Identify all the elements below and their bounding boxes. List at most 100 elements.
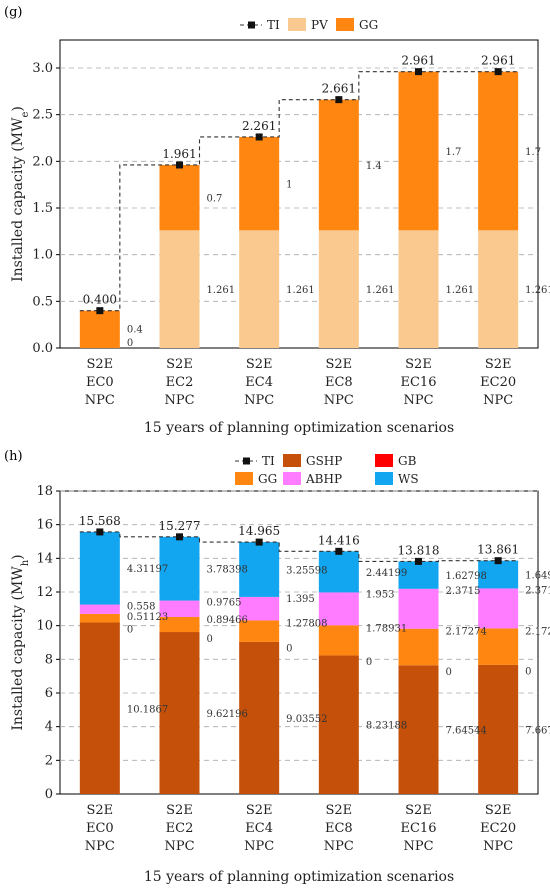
bar-gshp — [478, 664, 519, 794]
bar-value-label: 3.78398 — [207, 565, 248, 576]
y-tick-label: 2.5 — [32, 108, 53, 123]
legend-ti-marker — [248, 21, 255, 29]
x-tick-label: EC20 — [480, 375, 516, 390]
bar-value-label: 10.1867 — [127, 704, 168, 715]
legend-label: ABHP — [305, 472, 342, 486]
y-tick-label: 0.5 — [32, 294, 53, 309]
x-tick-label: NPC — [164, 393, 194, 408]
x-tick-label: NPC — [483, 839, 513, 854]
x-tick-label: EC16 — [401, 821, 437, 836]
x-tick-label: S2E — [405, 357, 432, 372]
legend-label: PV — [311, 18, 328, 32]
x-tick-label: S2E — [405, 803, 432, 818]
y-tick-label: 2 — [45, 753, 53, 768]
ti-marker — [255, 538, 263, 546]
bar-pv — [239, 230, 280, 348]
y-tick-label: 2.0 — [32, 154, 53, 169]
ti-step-line — [79, 531, 519, 562]
plot-frame — [59, 39, 539, 349]
bar-gg — [398, 628, 439, 666]
y-tick-label: 6 — [45, 686, 53, 701]
x-tick-label: NPC — [403, 393, 433, 408]
x-tick-label: S2E — [86, 803, 113, 818]
bar-value-label: 1.261 — [525, 285, 550, 296]
bar-gshp — [239, 641, 280, 794]
bar-gg — [318, 99, 359, 231]
y-tick-label: 1.5 — [32, 201, 53, 216]
x-tick-label: NPC — [244, 393, 274, 408]
y-tick-label: 14 — [36, 551, 53, 566]
bar-pv — [159, 230, 200, 348]
bar-value-label: 1.953 — [366, 589, 395, 600]
bar-value-label: 0 — [127, 624, 133, 635]
ti-marker — [335, 547, 343, 555]
y-tick-label: 18 — [36, 484, 53, 499]
bar-value-label: 1.27808 — [286, 618, 327, 629]
bar-ws — [239, 542, 280, 597]
bar-gg — [159, 616, 200, 633]
x-tick-label: NPC — [324, 393, 354, 408]
y-tick-label: 12 — [36, 585, 53, 600]
y-tick-label: 0 — [45, 787, 53, 802]
ti-value-label: 15.277 — [159, 519, 201, 533]
bar-pv — [478, 230, 519, 348]
bar-gg — [239, 620, 280, 642]
x-tick-label: EC0 — [86, 375, 114, 390]
bar-gshp — [79, 622, 120, 794]
bar-ws — [159, 536, 200, 601]
bar-value-label: 0.4 — [127, 324, 143, 335]
bar-value-label: 2.17274 — [446, 627, 487, 638]
bar-value-label: 1.62798 — [446, 571, 487, 582]
bar-ws — [79, 531, 120, 605]
chart-g: (g) 0.0 0.5 1.0 1.5 2.0 2.5 3.0 Installed capaci… — [4, 5, 550, 436]
x-tick-label: NPC — [483, 393, 513, 408]
ti-marker — [96, 528, 104, 536]
bar-value-label: 1.261 — [366, 285, 395, 296]
bar-ws — [318, 551, 359, 593]
bar-value-label: 1 — [286, 180, 292, 191]
x-tick-label: EC8 — [325, 375, 353, 390]
x-tick-label: EC20 — [480, 821, 516, 836]
ti-value-label: 0.400 — [83, 293, 117, 307]
y-tick-label: 1.0 — [32, 248, 53, 263]
x-tick-label: NPC — [244, 839, 274, 854]
bar-gg — [79, 613, 120, 623]
bar-abhp — [318, 592, 359, 626]
bar-value-label: 0.558 — [127, 602, 156, 613]
x-axis-title: 15 years of planning optimization scenar… — [144, 869, 454, 885]
legend-swatch-gg — [235, 472, 253, 485]
y-tick-label: 16 — [36, 518, 53, 533]
ti-value-label: 2.661 — [322, 82, 356, 96]
legend-label: WS — [398, 472, 419, 486]
legend-swatch-gb — [375, 454, 393, 467]
bar-value-label: 0 — [446, 667, 452, 678]
bar-value-label: 9.62196 — [207, 709, 248, 720]
ti-marker — [494, 557, 502, 565]
ti-step-line — [79, 71, 519, 312]
legend-swatch-abhp — [283, 472, 301, 485]
bar-value-label: 7.66716 — [525, 725, 550, 736]
panel-label: (h) — [4, 449, 23, 464]
x-tick-label: S2E — [485, 803, 512, 818]
ti-value-label: 15.568 — [79, 514, 121, 528]
bar-value-label: 1.261 — [207, 285, 236, 296]
ti-value-label: 14.965 — [238, 524, 280, 538]
legend-label: TI — [262, 454, 275, 468]
x-tick-label: NPC — [324, 839, 354, 854]
bar-value-label: 1.4 — [366, 161, 382, 172]
bar-abhp — [79, 604, 120, 614]
bar-abhp — [398, 588, 439, 629]
bar-value-label: 9.03552 — [286, 714, 327, 725]
legend-swatch-gshp — [283, 454, 301, 467]
bar-value-label: 0 — [366, 657, 372, 668]
x-tick-label: NPC — [85, 393, 115, 408]
bar-value-label: 2.3715 — [525, 585, 550, 596]
bar-gg — [398, 71, 439, 231]
x-tick-label: EC4 — [245, 821, 273, 836]
bar-gg — [478, 628, 519, 665]
bar-pv — [318, 230, 359, 348]
legend-ti-marker — [243, 457, 250, 465]
x-tick-label: S2E — [246, 357, 273, 372]
bar-value-label: 4.31197 — [127, 564, 168, 575]
x-tick-label: S2E — [246, 803, 273, 818]
